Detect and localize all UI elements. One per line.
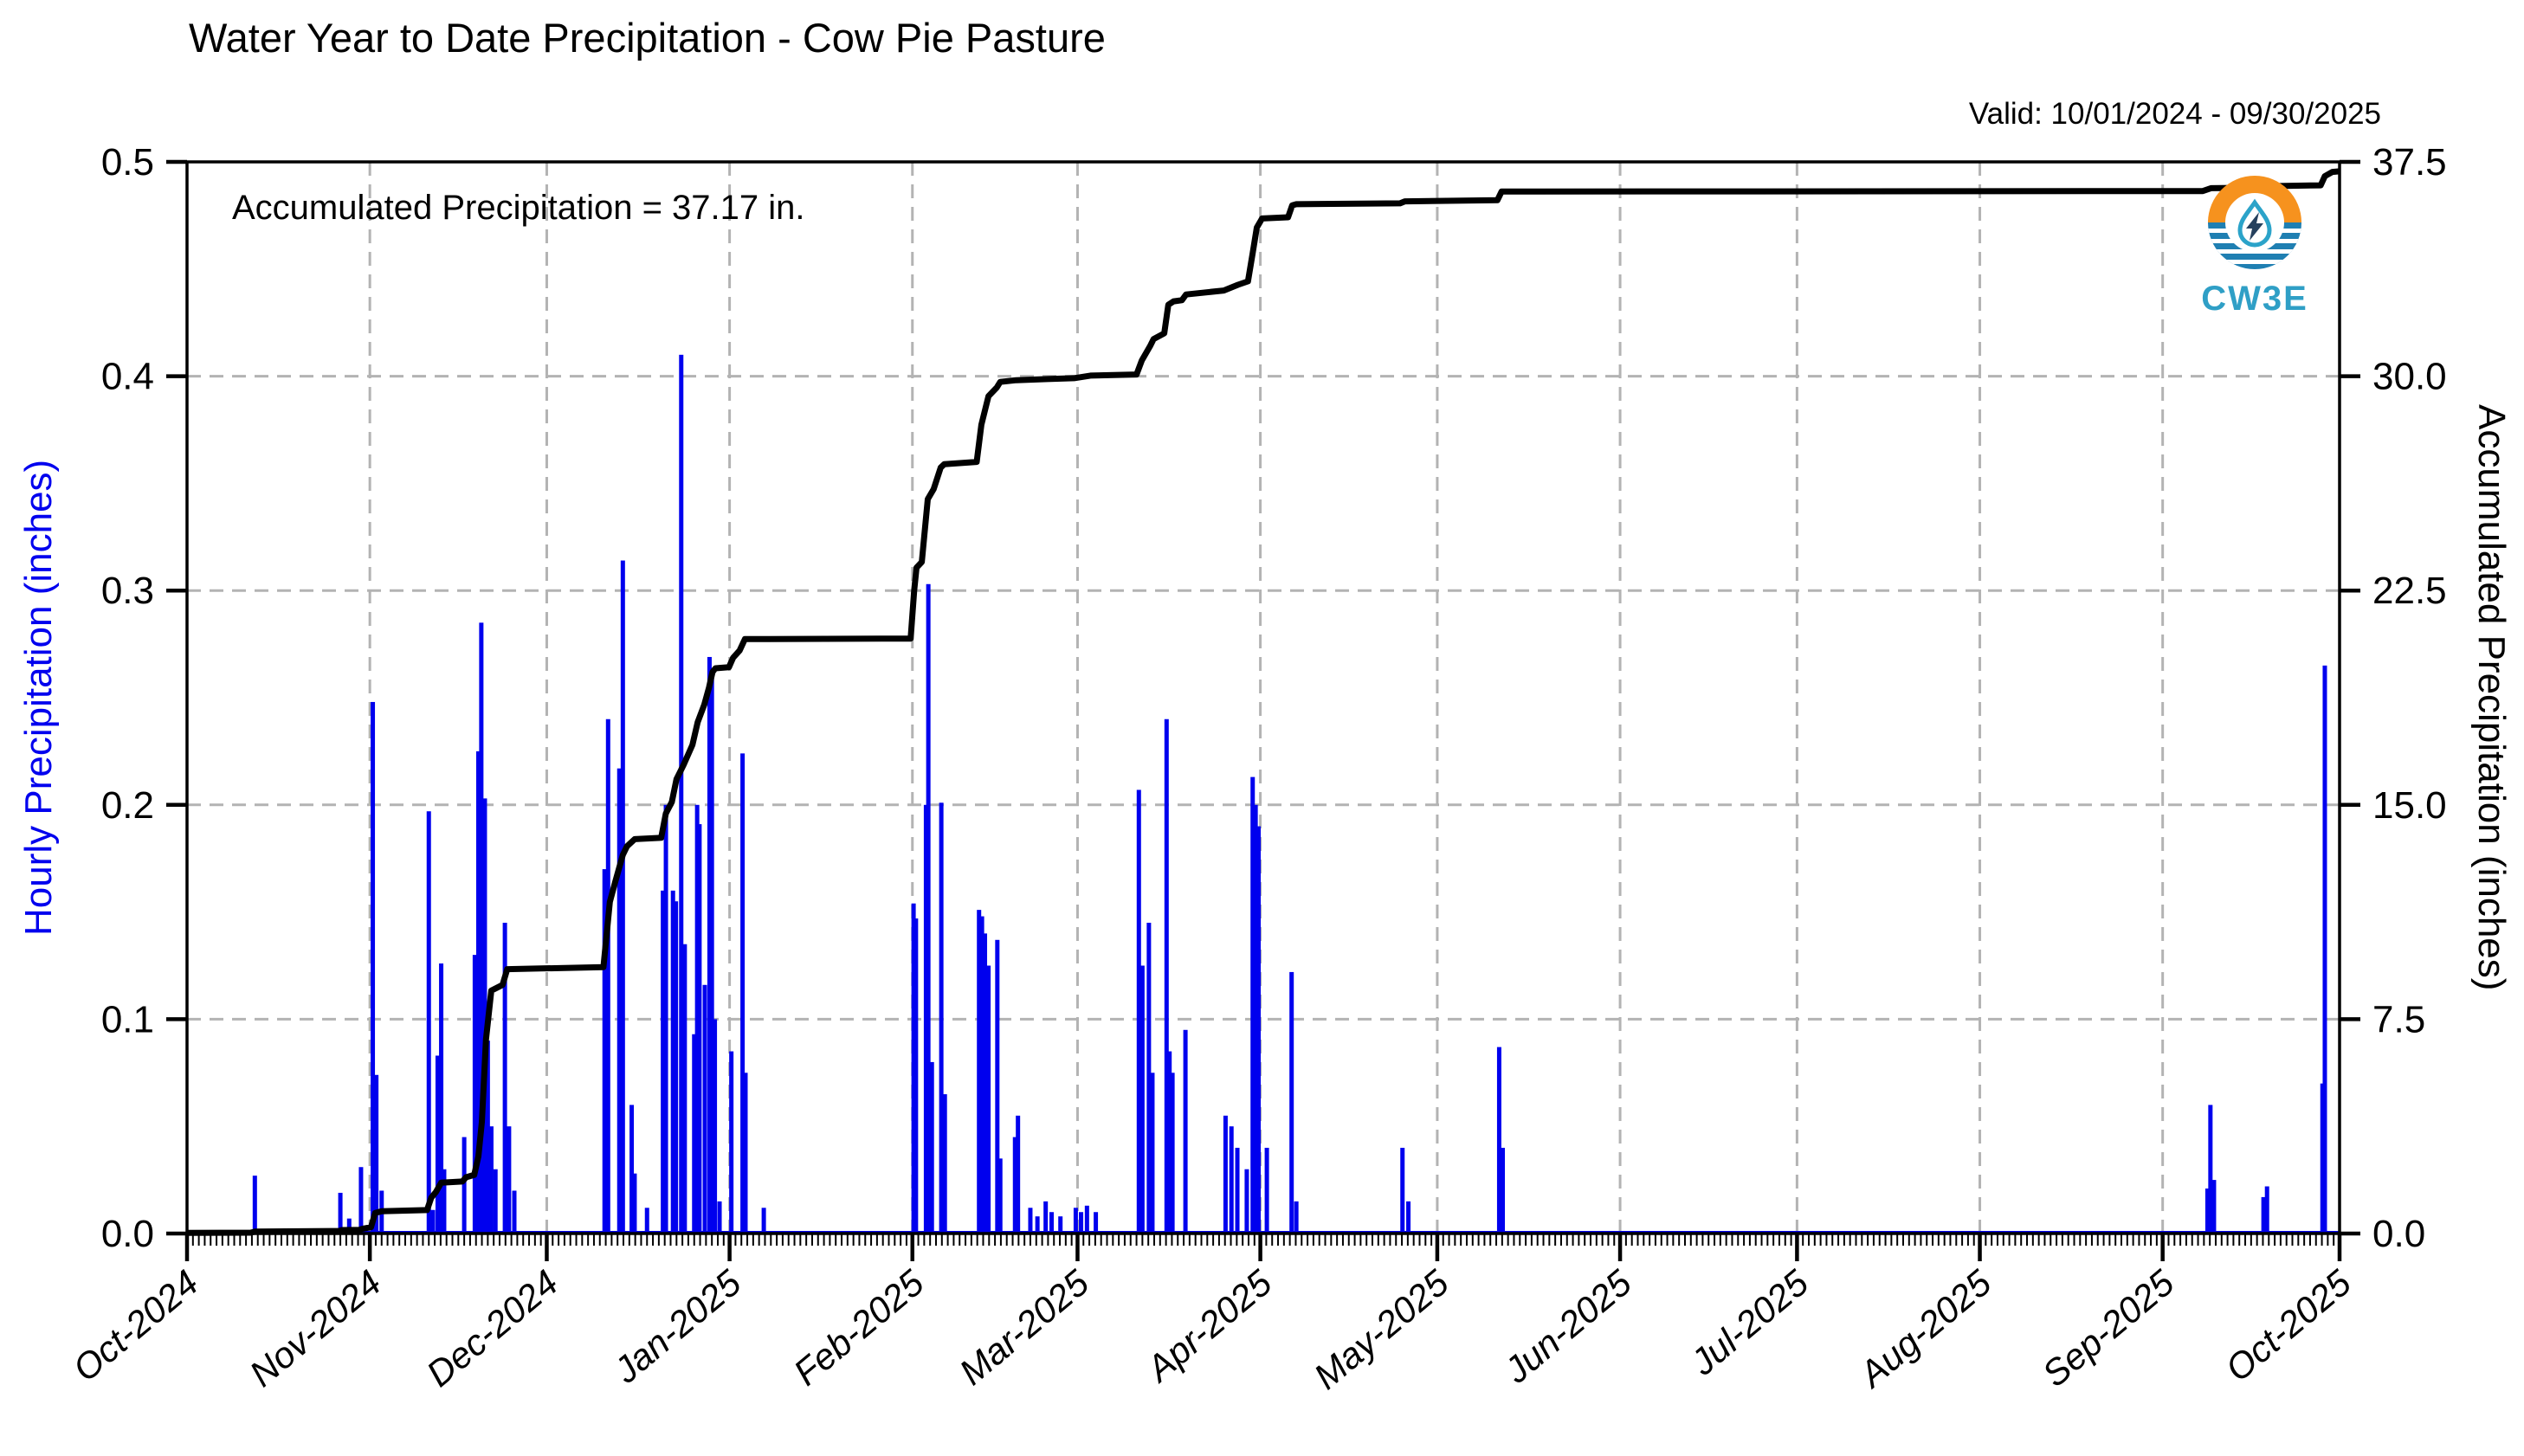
svg-text:0.0: 0.0 bbox=[2372, 1213, 2425, 1255]
svg-text:Feb-2025: Feb-2025 bbox=[786, 1261, 932, 1393]
svg-text:37.5: 37.5 bbox=[2372, 141, 2447, 184]
svg-text:0.4: 0.4 bbox=[101, 356, 154, 398]
svg-text:Jun-2025: Jun-2025 bbox=[1496, 1261, 1640, 1391]
svg-text:Jul-2025: Jul-2025 bbox=[1682, 1261, 1817, 1383]
left-axis-label: Hourly Precipitation (inches) bbox=[17, 459, 60, 937]
svg-text:30.0: 30.0 bbox=[2372, 356, 2447, 398]
cw3e-logo-text: CW3E bbox=[2201, 280, 2308, 318]
cw3e-logo-icon bbox=[2208, 176, 2301, 269]
svg-text:Nov-2024: Nov-2024 bbox=[242, 1262, 389, 1395]
valid-date-range: Valid: 10/01/2024 - 09/30/2025 bbox=[1968, 97, 2381, 131]
svg-text:15.0: 15.0 bbox=[2372, 784, 2447, 827]
accumulated-total-annotation: Accumulated Precipitation = 37.17 in. bbox=[232, 189, 805, 227]
svg-text:Dec-2024: Dec-2024 bbox=[419, 1262, 566, 1395]
svg-text:0.0: 0.0 bbox=[101, 1213, 154, 1255]
svg-text:Aug-2025: Aug-2025 bbox=[1849, 1261, 1999, 1395]
right-axis-label: Accumulated Precipitation (inches) bbox=[2470, 404, 2513, 991]
cw3e-logo: CW3E bbox=[2198, 173, 2312, 319]
svg-text:0.5: 0.5 bbox=[101, 141, 154, 184]
svg-text:22.5: 22.5 bbox=[2372, 570, 2447, 612]
svg-text:0.3: 0.3 bbox=[101, 570, 154, 612]
svg-text:May-2025: May-2025 bbox=[1306, 1261, 1456, 1396]
svg-text:Oct-2024: Oct-2024 bbox=[65, 1262, 206, 1389]
chart-title: Water Year to Date Precipitation - Cow P… bbox=[189, 15, 1106, 61]
svg-text:Jan-2025: Jan-2025 bbox=[605, 1261, 749, 1391]
svg-text:Apr-2025: Apr-2025 bbox=[1137, 1261, 1280, 1390]
svg-text:7.5: 7.5 bbox=[2372, 998, 2425, 1040]
svg-text:Oct-2025: Oct-2025 bbox=[2217, 1261, 2359, 1388]
svg-text:0.2: 0.2 bbox=[101, 784, 154, 827]
svg-text:0.1: 0.1 bbox=[101, 998, 154, 1040]
svg-text:Mar-2025: Mar-2025 bbox=[952, 1261, 1097, 1392]
svg-text:Sep-2025: Sep-2025 bbox=[2035, 1261, 2182, 1395]
